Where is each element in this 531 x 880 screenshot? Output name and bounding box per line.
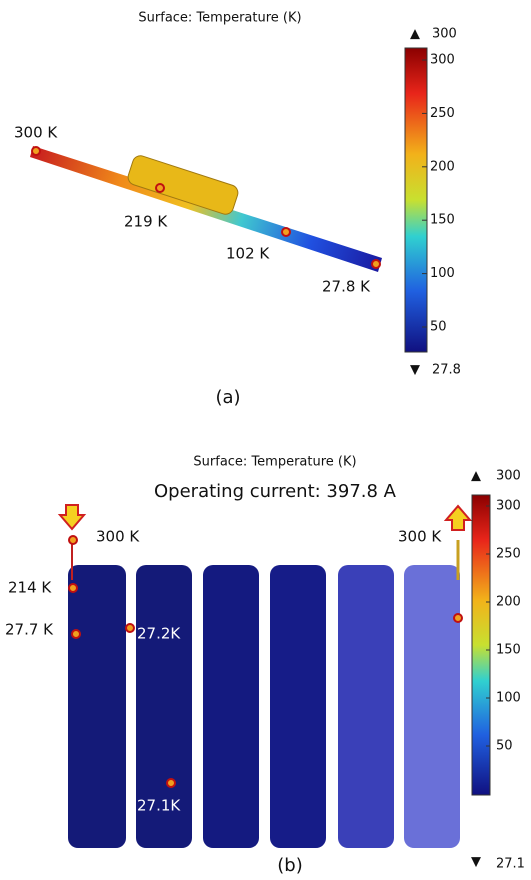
current-arrow-in xyxy=(57,504,87,531)
panel-title: Surface: Temperature (K) xyxy=(193,455,356,470)
arrow-up: ▲ xyxy=(471,469,481,484)
coil-block xyxy=(404,565,460,848)
rod xyxy=(30,146,382,272)
coil-block xyxy=(270,565,326,848)
colorbar-tick-label: 150 xyxy=(430,213,455,228)
probe-dot xyxy=(166,778,176,788)
colorbar-tick-label: 100 xyxy=(430,266,455,281)
arrow-up: ▲ xyxy=(410,27,420,42)
probe-dot xyxy=(125,623,135,633)
coil-block xyxy=(136,565,192,848)
colorbar-tick-label: 200 xyxy=(430,159,455,174)
colorbar-ticks: 300 250 200 150 100 50 xyxy=(486,499,521,754)
arrow-down: ▼ xyxy=(471,855,481,870)
coil-block xyxy=(338,565,394,848)
probe-label: 27.1K xyxy=(137,797,181,815)
colorbar-min: 27.1 xyxy=(496,857,525,872)
coil-block xyxy=(68,565,126,848)
probe-dot xyxy=(371,259,381,269)
colorbar-min: 27.8 xyxy=(432,363,461,378)
colorbar-tick-label: 300 xyxy=(430,53,455,68)
coil-block xyxy=(203,565,259,848)
current-arrow-out xyxy=(443,504,473,531)
colorbar-tick-label: 100 xyxy=(496,691,521,706)
colorbar-tick-label: 50 xyxy=(496,739,513,754)
colorbar-max: 300 xyxy=(496,469,521,484)
probe-label: 214 K xyxy=(8,579,52,597)
probe-dot xyxy=(281,227,291,237)
panel-b: Surface: Temperature (K) Operating curre… xyxy=(5,455,525,877)
probe-label: 219 K xyxy=(124,213,168,231)
probe-label: 102 K xyxy=(226,245,270,263)
panel-label: (b) xyxy=(277,855,302,876)
probe-dot xyxy=(155,183,165,193)
panel-subtitle: Operating current: 397.8 A xyxy=(154,481,397,502)
colorbar-tick-label: 200 xyxy=(496,595,521,610)
colorbar-tick-label: 50 xyxy=(430,320,447,335)
panel-label: (a) xyxy=(215,387,240,408)
colorbar xyxy=(404,47,428,353)
probe-label: 27.8 K xyxy=(322,278,371,296)
cylinder xyxy=(127,155,239,215)
probe-dot xyxy=(68,583,78,593)
probe-dot xyxy=(71,629,81,639)
probe-dot xyxy=(31,146,41,156)
panel-a: Surface: Temperature (K) ▲ 300 ▼ 27.8 30… xyxy=(14,11,461,409)
colorbar-tick-label: 250 xyxy=(430,106,455,121)
probe-label: 300 K xyxy=(398,528,442,546)
colorbar-max: 300 xyxy=(432,27,457,42)
colorbar-tick-label: 250 xyxy=(496,547,521,562)
probe-label: 27.2K xyxy=(137,625,181,643)
colorbar xyxy=(471,494,491,796)
probe-dot xyxy=(68,535,78,545)
colorbar-ticks: 300 250 200 150 100 50 xyxy=(422,53,455,335)
colorbar-tick-label: 300 xyxy=(496,499,521,514)
probe-label: 300 K xyxy=(14,124,58,142)
panel-title: Surface: Temperature (K) xyxy=(138,11,301,26)
probe-dot xyxy=(453,613,463,623)
arrow-down: ▼ xyxy=(410,363,420,378)
probe-label: 300 K xyxy=(96,528,140,546)
colorbar-tick-label: 150 xyxy=(496,643,521,658)
probe-label: 27.7 K xyxy=(5,621,54,639)
